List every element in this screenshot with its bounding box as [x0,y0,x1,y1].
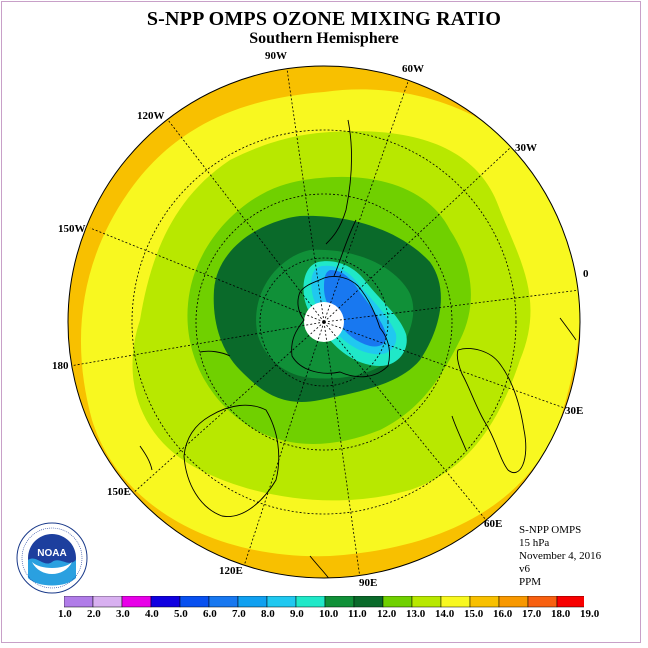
colorbar-tick-label: 18.0 [551,608,571,620]
colorbar-swatch [556,596,584,608]
map-subtitle: Southern Hemisphere [249,30,399,47]
colorbar-swatch [208,596,239,608]
lon-label-0: 0 [583,268,589,280]
colorbar-tick-label: 3.0 [116,608,130,620]
colorbar-tick-label: 14.0 [435,608,455,620]
colorbar-tick-label: 5.0 [174,608,188,620]
colorbar-tick-label: 11.0 [348,608,367,620]
noaa-logo-text: NOAA [37,548,66,559]
info-instrument: S-NPP OMPS [519,524,582,536]
colorbar-tick-label: 10.0 [319,608,339,620]
colorbar-swatch [382,596,413,608]
lon-label-150w: 150W [58,223,86,235]
colorbar-tick-label: 19.0 [580,608,600,620]
lon-label-180: 180 [52,360,69,372]
colorbar-swatch [411,596,442,608]
colorbar-tick-label: 6.0 [203,608,217,620]
colorbar [64,596,584,608]
lon-label-30e: 30E [565,405,584,417]
colorbar-tick-label: 2.0 [87,608,101,620]
south-pole-marker [322,320,326,324]
coastlines [139,119,577,578]
colorbar-tick-label: 15.0 [464,608,484,620]
colorbar-swatch [527,596,558,608]
lon-label-60w: 60W [402,63,424,75]
info-level: 15 hPa [519,537,550,549]
lon-label-120w: 120W [137,110,165,122]
figure-frame [1,1,641,643]
contour-7ppm [324,270,387,347]
colorbar-tick-label: 12.0 [377,608,397,620]
colorbar-swatch [64,596,94,608]
colorbar-tick-label: 17.0 [522,608,542,620]
product-info: S-NPP OMPS 15 hPa November 4, 2016 v6 PP… [519,524,601,589]
noaa-logo: NOAA [16,522,88,594]
colorbar-swatch [266,596,297,608]
colorbar-swatch [121,596,152,608]
colorbar-tick-label: 13.0 [406,608,426,620]
info-date: November 4, 2016 [519,550,602,562]
info-units: PPM [519,576,542,588]
colorbar-swatch [469,596,500,608]
info-version: v6 [519,563,530,575]
colorbar-tick-label: 16.0 [493,608,513,620]
colorbar-swatch [92,596,123,608]
colorbar-tick-label: 1.0 [58,608,72,620]
lon-label-150e: 150E [107,486,131,498]
lon-label-90e: 90E [359,577,378,589]
colorbar-swatch [498,596,529,608]
map-boundary [67,65,581,579]
colorbar-swatch [353,596,384,608]
lon-label-30w: 30W [515,142,537,154]
colorbar-tick-label: 9.0 [290,608,304,620]
colorbar-swatch [179,596,210,608]
lon-label-120e: 120E [219,565,243,577]
colorbar-swatch [150,596,181,608]
lon-label-60e: 60E [484,518,503,530]
colorbar-tick-label: 4.0 [145,608,159,620]
map-title: S-NPP OMPS OZONE MIXING RATIO [146,8,502,30]
colorbar-tick-label: 7.0 [232,608,246,620]
colorbar-tick-label: 8.0 [261,608,275,620]
lon-label-90w: 90W [265,50,287,62]
colorbar-swatch [237,596,268,608]
colorbar-swatch [324,596,355,608]
colorbar-swatch [440,596,471,608]
colorbar-swatch [295,596,326,608]
